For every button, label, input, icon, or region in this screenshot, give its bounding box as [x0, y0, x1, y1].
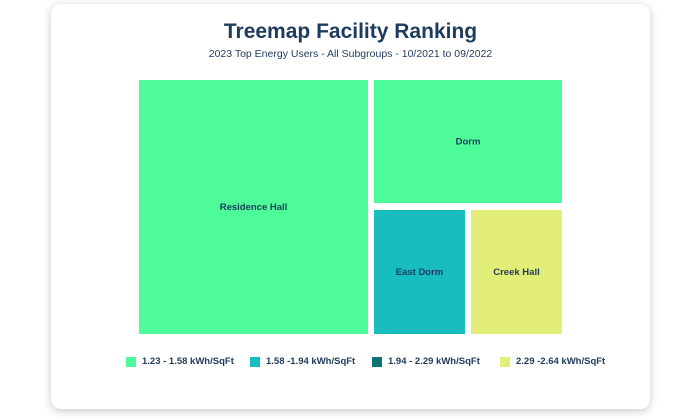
legend-label-4: 2.29 -2.64 kWh/SqFt [516, 356, 606, 367]
legend-label-2: 1.58 -1.94 kWh/SqFt [266, 356, 356, 367]
tile-dorm[interactable] [374, 80, 562, 203]
legend: 1.23 - 1.58 kWh/SqFt 1.58 -1.94 kWh/SqFt… [126, 356, 626, 370]
tile-label-east-dorm: East Dorm [396, 267, 444, 278]
legend-swatch-4 [500, 357, 510, 367]
tile-label-creek-hall: Creek Hall [493, 267, 539, 278]
tile-label-residence-hall: Residence Hall [220, 202, 288, 213]
legend-swatch-2 [250, 357, 260, 367]
treemap-chart: Residence Hall Dorm East Dorm Creek Hall [139, 80, 562, 334]
tile-creek-hall[interactable] [471, 210, 562, 334]
chart-title: Treemap Facility Ranking [223, 20, 478, 43]
legend-label-1: 1.23 - 1.58 kWh/SqFt [142, 356, 234, 367]
tile-east-dorm[interactable] [374, 210, 465, 334]
legend-swatch-3 [372, 357, 382, 367]
legend-swatch-1 [126, 357, 136, 367]
chart-subtitle: 2023 Top Energy Users - All Subgroups - … [208, 48, 493, 60]
tile-label-dorm: Dorm [456, 137, 481, 148]
legend-label-3: 1.94 - 2.29 kWh/SqFt [388, 356, 480, 367]
chart-card: Treemap Facility Ranking 2023 Top Energy… [51, 4, 650, 409]
tile-residence-hall[interactable] [139, 80, 368, 334]
